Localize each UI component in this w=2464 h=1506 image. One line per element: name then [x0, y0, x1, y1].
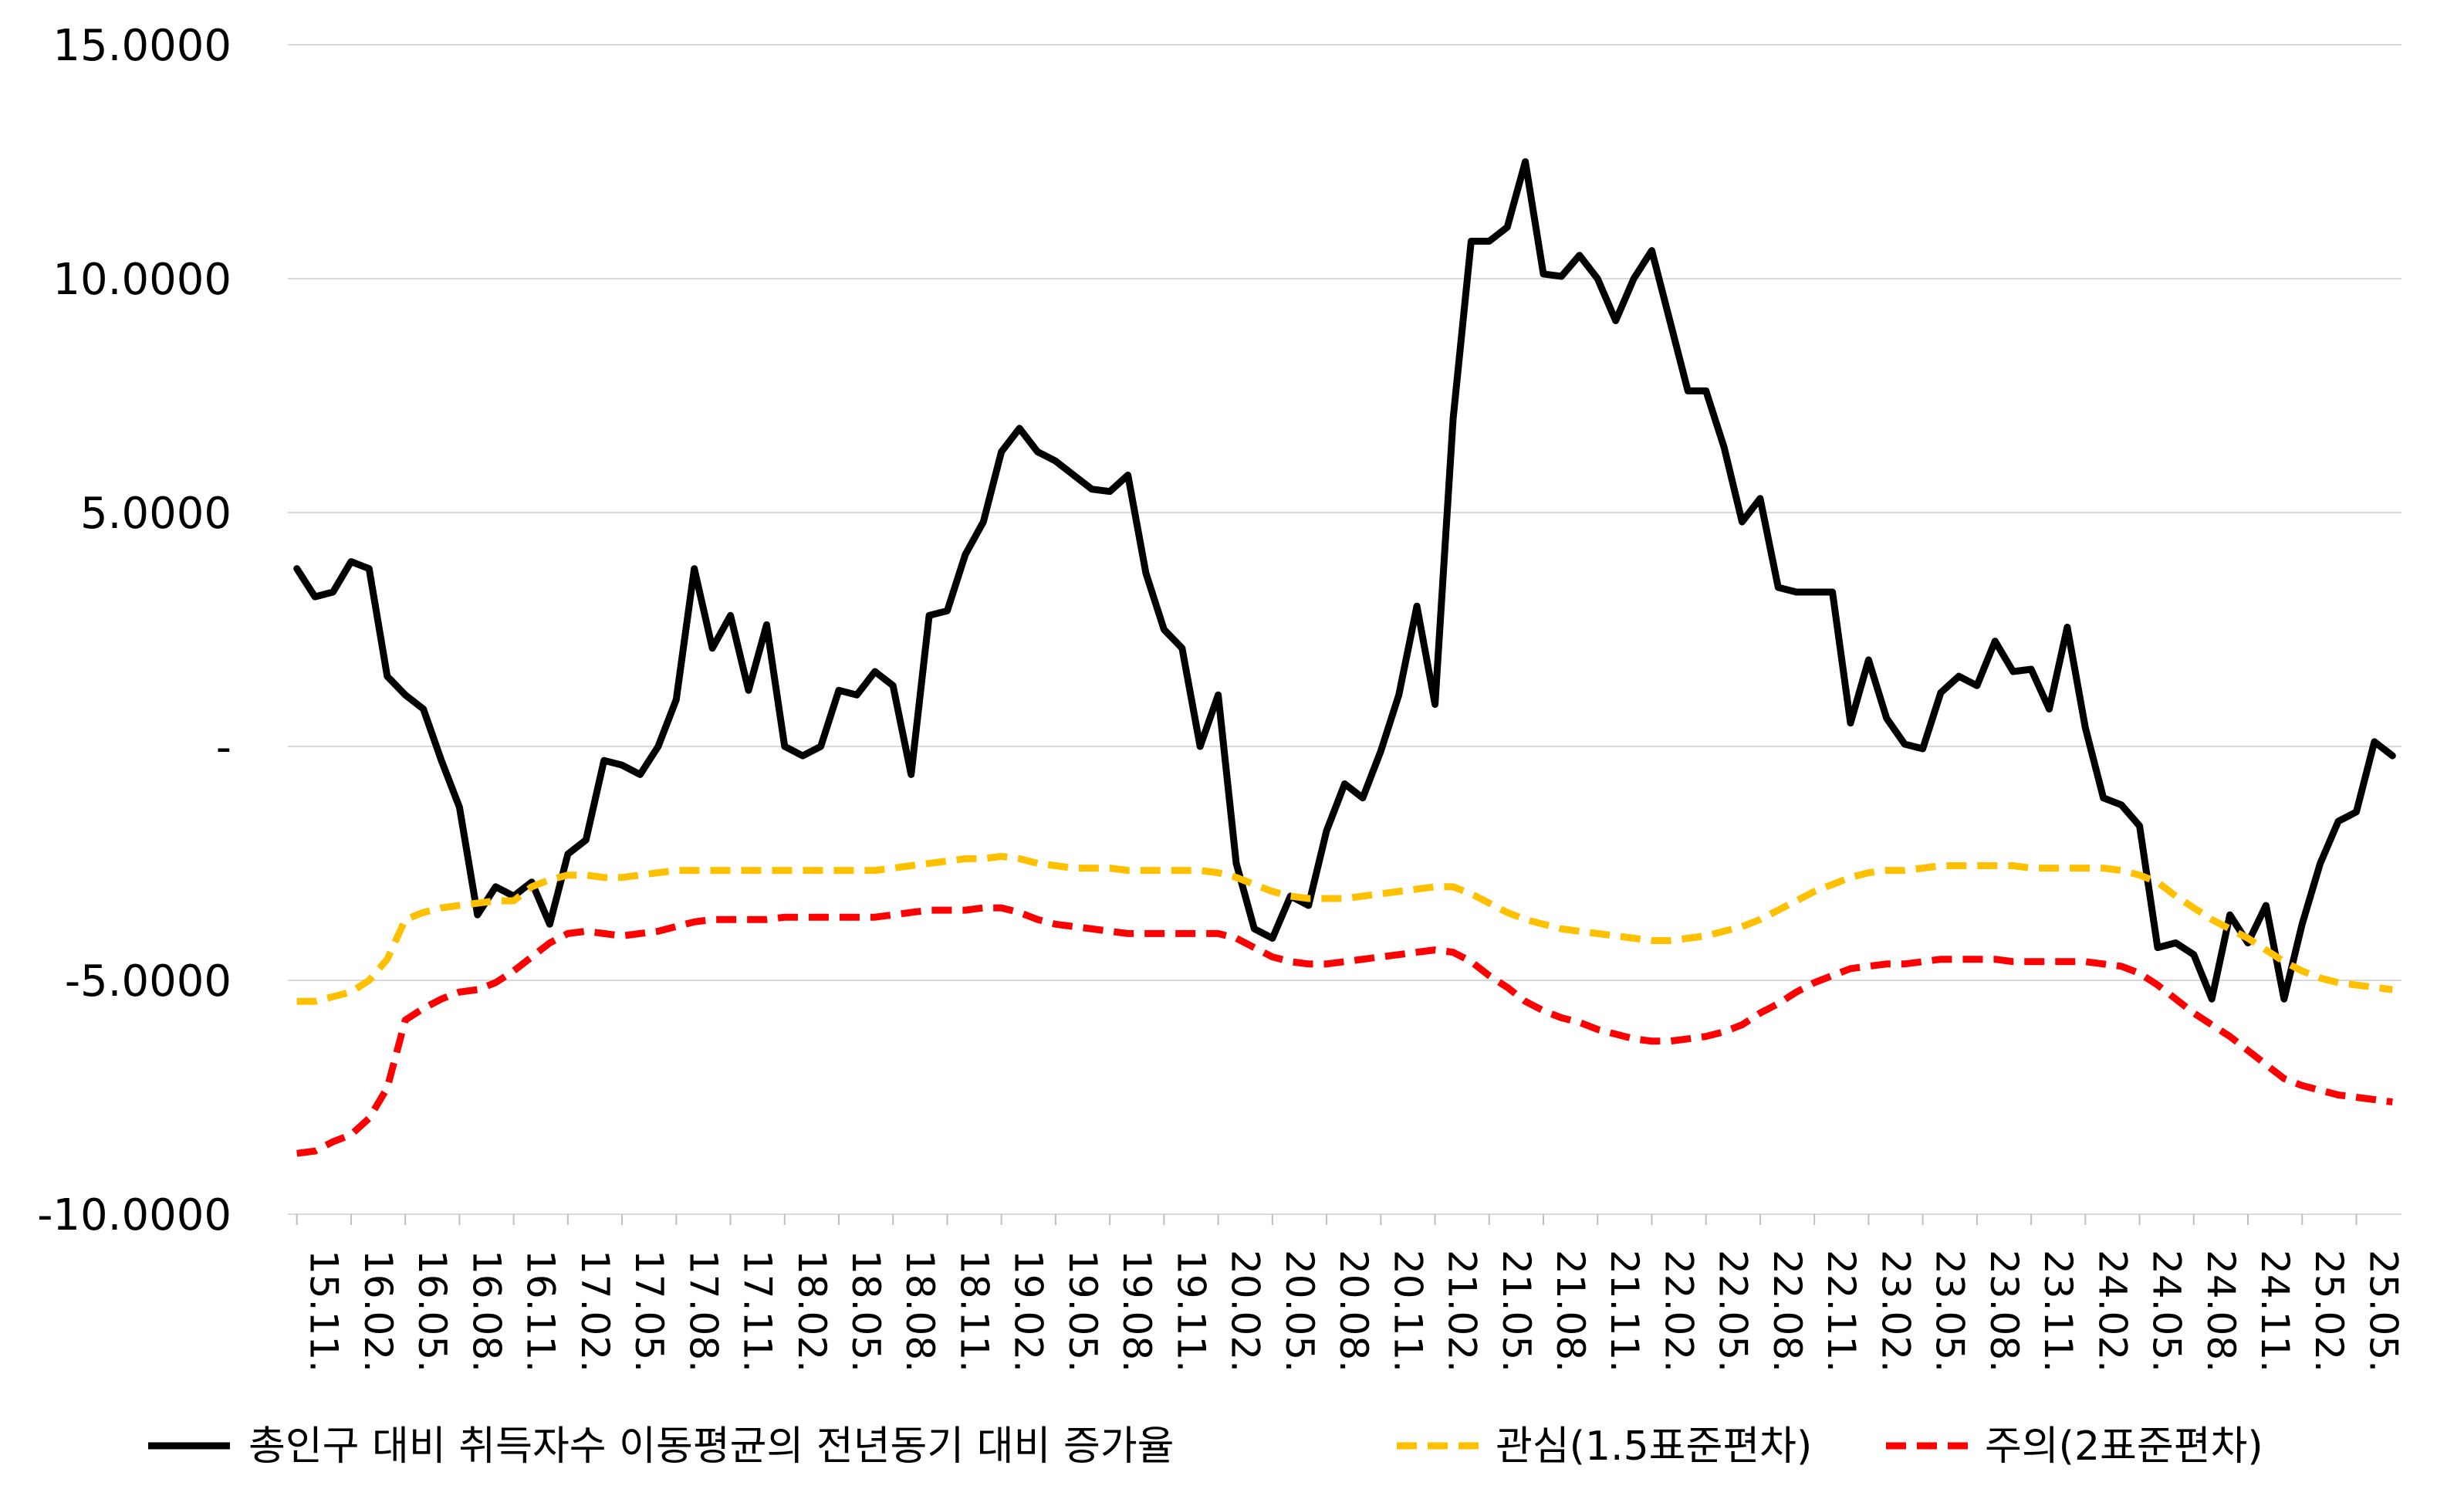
x-tick-label: 23.05.	[1928, 1250, 1972, 1372]
x-tick-label: 17.02.	[573, 1250, 617, 1372]
x-tick-label: 23.08.	[1982, 1250, 2026, 1372]
y-tick-label: 5.0000	[80, 489, 232, 539]
legend-item-series-1: 관심(1.5표준편차)	[1397, 1423, 1812, 1470]
legend-label-series-0: 총인구 대비 취득자수 이동평균의 전년동기 대비 증가율	[248, 1423, 1175, 1470]
x-tick-label: 20.05.	[1277, 1250, 1322, 1372]
x-axis: 15.11. 16.02. 16.05. 16.08. 16.11. 17.02. 17.0…	[288, 1213, 2405, 1372]
legend-label-series-1: 관심(1.5표준편차)	[1496, 1423, 1812, 1470]
x-tick-label: 18.08.	[897, 1250, 942, 1372]
legend: 총인구 대비 취득자수 이동평균의 전년동기 대비 증가율 관심(1.5표준편차…	[148, 1423, 2263, 1470]
x-tick-label: 20.11.	[1385, 1250, 1430, 1372]
x-tick-label: 16.11.	[519, 1250, 563, 1372]
series-line-2	[296, 904, 2393, 1157]
x-tick-label: 24.11.	[2253, 1250, 2297, 1372]
x-tick-label: 20.02.	[1223, 1250, 1268, 1372]
gridlines	[288, 44, 2401, 1215]
x-tick-label: 18.05.	[843, 1250, 888, 1372]
series-line-0	[293, 158, 2396, 1003]
legend-item-series-0: 총인구 대비 취득자수 이동평균의 전년동기 대비 증가율	[148, 1423, 1175, 1470]
y-tick-label: -	[216, 723, 232, 773]
x-tick-label: 21.08.	[1548, 1250, 1593, 1372]
y-tick-label: -10.0000	[37, 1190, 232, 1240]
x-tick-label: 20.08.	[1331, 1250, 1376, 1372]
x-tick-label: 17.11.	[735, 1250, 780, 1372]
series-lines	[293, 158, 2396, 1157]
x-tick-label: 22.11.	[1819, 1250, 1864, 1372]
legend-item-series-2: 주의(2표준편차)	[1886, 1423, 2263, 1470]
y-tick-label: 10.0000	[52, 255, 232, 305]
x-tick-label: 17.05.	[627, 1250, 671, 1372]
x-tick-label: 16.02.	[356, 1250, 401, 1372]
x-tick-label: 22.02.	[1656, 1250, 1701, 1372]
x-tick-label: 17.08.	[681, 1250, 725, 1372]
y-tick-label: 15.0000	[52, 21, 232, 71]
x-tick-label: 25.05.	[2361, 1250, 2405, 1372]
x-tick-label: 22.05.	[1711, 1250, 1756, 1372]
x-tick-label: 23.11.	[2036, 1250, 2080, 1372]
x-tick-label: 22.08.	[1765, 1250, 1810, 1372]
x-tick-label: 19.02.	[1006, 1250, 1051, 1372]
y-axis-tick-labels: 15.0000 10.0000 5.0000 - -5.0000 -10.0000	[37, 21, 232, 1240]
x-tick-label: 15.11.	[302, 1250, 346, 1372]
x-tick-label: 25.02.	[2307, 1250, 2351, 1372]
series-line-1	[296, 852, 2393, 1005]
x-tick-label: 16.08.	[464, 1250, 509, 1372]
x-tick-label: 19.05.	[1060, 1250, 1105, 1372]
x-tick-label: 19.08.	[1114, 1250, 1159, 1372]
x-tick-label: 19.11.	[1168, 1250, 1213, 1372]
x-tick-label: 23.02.	[1873, 1250, 1918, 1372]
x-tick-label: 16.05.	[410, 1250, 455, 1372]
x-tick-label: 24.02.	[2090, 1250, 2134, 1372]
x-tick-label: 24.08.	[2199, 1250, 2243, 1372]
legend-label-series-2: 주의(2표준편차)	[1985, 1423, 2263, 1470]
x-tick-label: 18.11.	[951, 1250, 996, 1372]
y-tick-label: -5.0000	[65, 956, 232, 1007]
x-tick-label: 21.05.	[1494, 1250, 1539, 1372]
x-tick-label: 18.02.	[789, 1250, 834, 1372]
x-tick-label: 24.05.	[2145, 1250, 2189, 1372]
x-tick-label: 21.11.	[1602, 1250, 1647, 1372]
x-tick-label: 21.02.	[1440, 1250, 1485, 1372]
